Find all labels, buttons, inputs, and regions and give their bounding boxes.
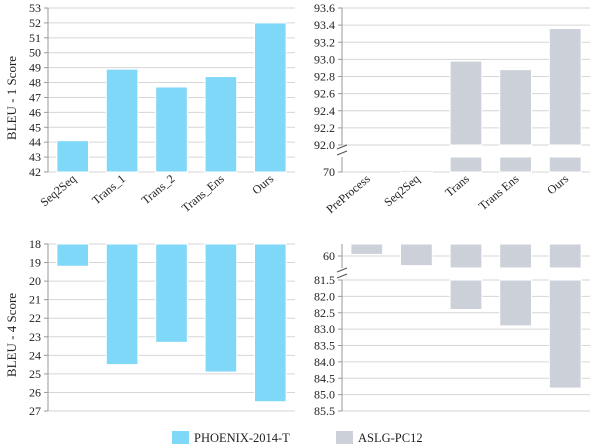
y-tick-label: 84.5 bbox=[314, 371, 335, 385]
y-tick-label: 44 bbox=[29, 135, 41, 149]
x-tick-label: Seq2Seq bbox=[37, 172, 78, 210]
x-tick-label: Ours bbox=[249, 171, 276, 197]
bar-upper-segment bbox=[499, 243, 532, 269]
legend-label-aslg: ASLG-PC12 bbox=[358, 431, 423, 445]
bar bbox=[548, 279, 582, 389]
y-tick-label: 47 bbox=[29, 90, 41, 104]
axis-break-mark bbox=[336, 267, 348, 273]
bar bbox=[155, 243, 188, 343]
y-tick-label: 26 bbox=[29, 385, 41, 399]
y-tick-label: 22 bbox=[29, 311, 41, 325]
bar-lower-segment bbox=[449, 156, 483, 173]
bar-lower-segment bbox=[499, 156, 532, 173]
y-tick-label: 20 bbox=[29, 274, 41, 288]
y-tick-label: 81.5 bbox=[314, 273, 335, 287]
y-tick-label: 51 bbox=[29, 31, 41, 45]
y-tick-label: 23 bbox=[29, 330, 41, 344]
bar bbox=[449, 279, 483, 310]
y-tick-label: 83.5 bbox=[314, 339, 335, 353]
y-tick-label: 85.5 bbox=[314, 404, 335, 418]
y-tick-label: 82.0 bbox=[314, 289, 335, 303]
bar bbox=[449, 60, 483, 146]
legend-label-phoenix: PHOENIX-2014-T bbox=[194, 431, 290, 445]
bar bbox=[105, 243, 139, 366]
y-tick-label: 45 bbox=[29, 120, 41, 134]
x-tick-label: Seq2Seq bbox=[381, 172, 422, 210]
bar bbox=[105, 68, 139, 173]
y-tick-label: 27 bbox=[29, 404, 41, 418]
y-tick-label: 85.0 bbox=[314, 388, 335, 402]
bar bbox=[56, 243, 90, 267]
x-tick-label: Trans bbox=[442, 171, 472, 199]
y-tick-label: 92.4 bbox=[314, 104, 335, 118]
bar-upper-segment bbox=[548, 243, 582, 269]
y-tick-label: 43 bbox=[29, 150, 41, 164]
y-tick-label: 18 bbox=[29, 237, 41, 251]
ylabel-bleu4: BLEU - 4 Score bbox=[4, 293, 19, 377]
legend: PHOENIX-2014-T ASLG-PC12 bbox=[172, 431, 423, 445]
y-tick-label: 42 bbox=[29, 165, 41, 179]
bar bbox=[548, 28, 582, 146]
y-tick-label: 92.2 bbox=[314, 121, 335, 135]
bar bbox=[400, 243, 433, 267]
axis-break-mark bbox=[336, 150, 348, 156]
y-tick-label: 52 bbox=[29, 16, 41, 30]
y-tick-label: 46 bbox=[29, 105, 41, 119]
y-tick-label: 49 bbox=[29, 61, 41, 75]
y-tick-label: 92.6 bbox=[314, 87, 335, 101]
y-tick-label: 60 bbox=[323, 249, 335, 263]
panel-aslg-bleu1: 92.092.292.492.692.893.093.293.493.670Pr… bbox=[314, 1, 590, 216]
y-tick-label: 92.8 bbox=[314, 70, 335, 84]
y-tick-label: 93.2 bbox=[314, 35, 335, 49]
y-tick-label: 93.4 bbox=[314, 18, 335, 32]
y-tick-label: 83.0 bbox=[314, 322, 335, 336]
x-tick-label: Trans_1 bbox=[89, 172, 128, 208]
y-tick-label: 50 bbox=[29, 46, 41, 60]
bar bbox=[204, 76, 238, 173]
bar bbox=[499, 69, 532, 146]
y-tick-label: 25 bbox=[29, 367, 41, 381]
y-tick-label: 93.6 bbox=[314, 1, 335, 15]
x-tick-label: Trans_2 bbox=[139, 172, 178, 208]
x-tick-label: Ours bbox=[544, 171, 571, 197]
y-tick-label: 70 bbox=[323, 165, 335, 179]
bar bbox=[56, 140, 90, 173]
legend-swatch-phoenix bbox=[172, 431, 189, 444]
bar bbox=[253, 243, 287, 403]
y-tick-label: 48 bbox=[29, 76, 41, 90]
bar bbox=[155, 86, 188, 173]
x-tick-label: Trans Ens bbox=[476, 171, 522, 213]
y-tick-label: 93.0 bbox=[314, 52, 335, 66]
axis-break-mark bbox=[336, 144, 348, 150]
y-tick-label: 24 bbox=[29, 348, 41, 362]
panel-phoenix-bleu4: 18 19 20 21 22 23 24 25 26 27 bbox=[29, 237, 295, 418]
x-tick-label: Trans_Ens bbox=[179, 171, 227, 215]
bar bbox=[253, 22, 287, 173]
ylabel-bleu1: BLEU - 1 Score bbox=[4, 56, 19, 140]
bar-upper-segment bbox=[449, 243, 483, 269]
y-tick-label: 19 bbox=[29, 256, 41, 270]
bar-lower-segment bbox=[548, 156, 582, 173]
y-tick-label: 53 bbox=[29, 1, 41, 15]
bar bbox=[499, 279, 532, 327]
y-tick-label: 84.0 bbox=[314, 355, 335, 369]
bar bbox=[400, 169, 433, 173]
axis-break-mark bbox=[336, 273, 348, 279]
bar bbox=[204, 243, 238, 373]
y-tick-label: 92.0 bbox=[314, 138, 335, 152]
y-tick-label: 21 bbox=[29, 293, 41, 307]
bar bbox=[350, 243, 384, 255]
panel-aslg-bleu4: 60 81.5 82.0 82.5 83.0 83.5 84.0 84.5 85.0 85.5 bbox=[314, 243, 590, 418]
y-tick-label: 82.5 bbox=[314, 306, 335, 320]
legend-swatch-aslg bbox=[336, 431, 353, 444]
